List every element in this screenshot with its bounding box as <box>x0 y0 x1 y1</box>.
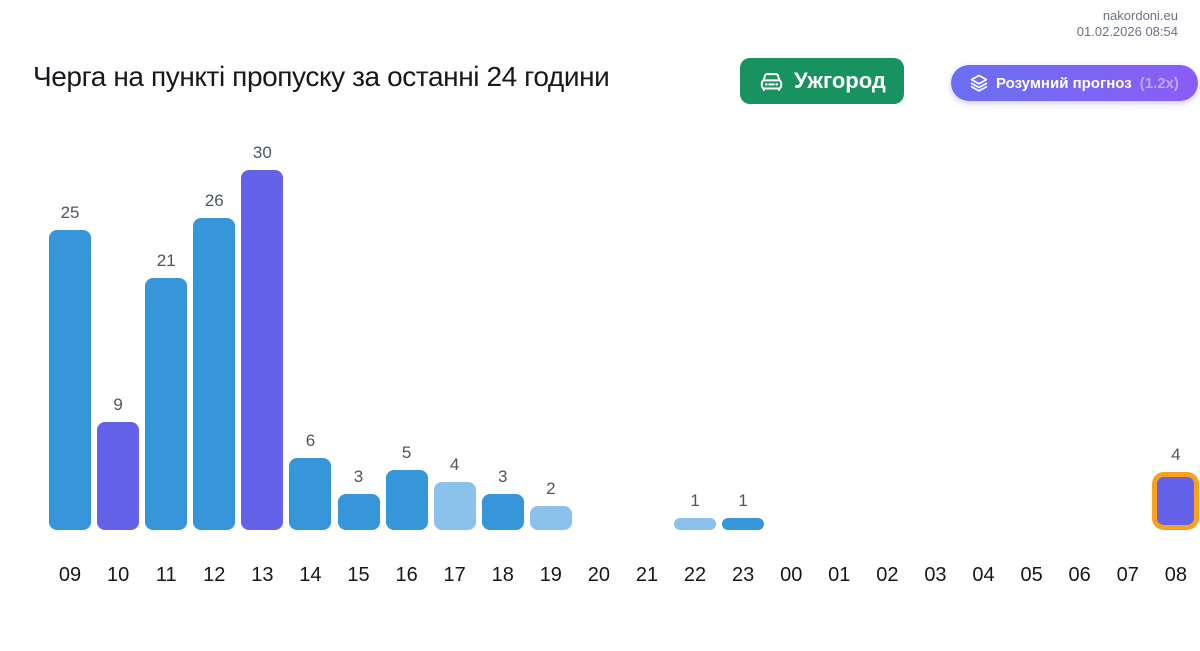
bar-value-label-17: 4 <box>449 455 460 474</box>
chart-column-18: 3 18 <box>479 140 527 610</box>
x-tick-22: 22 <box>683 564 707 586</box>
site-meta: nakordoni.eu 01.02.2026 08:54 <box>1077 8 1178 40</box>
x-tick-16: 16 <box>395 564 418 586</box>
chart-column-08: 4 08 <box>1152 140 1200 610</box>
chart-column-12: 26 12 <box>190 140 238 610</box>
x-tick-08: 08 <box>1164 564 1187 586</box>
x-tick-06: 06 <box>1068 564 1091 586</box>
x-tick-04: 04 <box>972 564 995 586</box>
bar-23[interactable] <box>722 518 765 530</box>
bar-value-label-13: 30 <box>252 143 272 162</box>
bar-15[interactable] <box>337 494 380 530</box>
chart-column-10: 9 10 <box>94 140 142 610</box>
smart-forecast-button[interactable]: Розумний прогноз (1.2x) <box>951 65 1198 101</box>
forecast-multiplier: (1.2x) <box>1139 74 1179 92</box>
chart-column-20: 20 <box>575 140 623 610</box>
chart-column-11: 21 11 <box>142 140 190 610</box>
x-tick-13: 13 <box>251 564 274 586</box>
chart-column-15: 3 15 <box>334 140 382 610</box>
bar-value-label-11: 21 <box>156 251 176 270</box>
bar-value-label-15: 3 <box>353 467 364 486</box>
chart-column-13: 30 13 <box>238 140 286 610</box>
x-tick-11: 11 <box>155 564 177 586</box>
x-tick-12: 12 <box>203 564 226 586</box>
site-name: nakordoni.eu <box>1102 8 1178 23</box>
x-tick-15: 15 <box>347 564 370 586</box>
bar-13[interactable] <box>241 170 284 530</box>
x-tick-20: 20 <box>587 564 611 586</box>
chart-column-22: 1 22 <box>671 140 719 610</box>
x-tick-05: 05 <box>1020 564 1043 586</box>
chart-column-06: 06 <box>1056 140 1104 610</box>
x-tick-00: 00 <box>780 564 803 586</box>
chart-column-03: 03 <box>911 140 959 610</box>
x-tick-21: 21 <box>635 564 659 586</box>
bar-value-label-09: 25 <box>60 203 80 222</box>
bar-chart: 25 09 9 10 21 11 26 12 30 13 6 14 3 15 5 16 4 17 3 18 2 19 20 2… <box>46 140 1200 610</box>
bar-17[interactable] <box>433 482 476 530</box>
x-tick-17: 17 <box>443 564 466 586</box>
chart-column-21: 21 <box>623 140 671 610</box>
bar-value-label-12: 26 <box>204 191 224 210</box>
x-tick-14: 14 <box>299 564 322 586</box>
bar-12[interactable] <box>193 218 236 530</box>
bar-value-label-14: 6 <box>305 431 316 450</box>
bar-09[interactable] <box>49 230 92 530</box>
bar-14[interactable] <box>289 458 332 530</box>
x-tick-10: 10 <box>106 564 130 586</box>
chart-column-23: 1 23 <box>719 140 767 610</box>
bar-19[interactable] <box>529 506 572 530</box>
bar-value-label-10: 9 <box>113 395 123 414</box>
forecast-label: Розумний прогноз <box>996 74 1132 92</box>
x-tick-09: 09 <box>58 564 82 586</box>
page-title: Черга на пункті пропуску за останні 24 г… <box>33 61 610 92</box>
chart-column-02: 02 <box>863 140 911 610</box>
bar-value-label-18: 3 <box>498 467 508 486</box>
bar-18[interactable] <box>481 494 524 530</box>
chart-column-17: 4 17 <box>431 140 479 610</box>
chart-column-07: 07 <box>1104 140 1152 610</box>
bar-value-label-19: 2 <box>546 479 556 498</box>
chart-column-00: 00 <box>767 140 815 610</box>
timestamp: 01.02.2026 08:54 <box>1076 24 1178 39</box>
bar-16[interactable] <box>385 470 428 530</box>
chart-column-16: 5 16 <box>383 140 431 610</box>
bar-value-label-22: 1 <box>690 491 700 510</box>
x-tick-01: 01 <box>828 564 851 586</box>
chart-column-05: 05 <box>1008 140 1056 610</box>
x-tick-02: 02 <box>876 564 899 586</box>
bar-08[interactable] <box>1152 472 1200 530</box>
checkpoint-button[interactable]: Ужгород <box>740 58 904 104</box>
car-icon <box>758 68 785 95</box>
layers-icon <box>970 74 988 92</box>
x-tick-18: 18 <box>491 564 514 586</box>
bar-value-label-16: 5 <box>401 443 412 462</box>
bar-10[interactable] <box>97 422 140 530</box>
chart-column-14: 6 14 <box>286 140 334 610</box>
chart-column-04: 04 <box>959 140 1007 610</box>
bar-11[interactable] <box>145 278 188 530</box>
x-tick-23: 23 <box>732 564 755 586</box>
chart-column-09: 25 09 <box>46 140 94 610</box>
chart-column-01: 01 <box>815 140 863 610</box>
bar-value-label-23: 1 <box>738 491 748 510</box>
chart-column-19: 2 19 <box>527 140 575 610</box>
x-tick-19: 19 <box>539 564 562 586</box>
bar-22[interactable] <box>674 518 717 530</box>
checkpoint-label: Ужгород <box>794 68 886 93</box>
x-tick-03: 03 <box>924 564 947 586</box>
x-tick-07: 07 <box>1116 564 1139 586</box>
bar-value-label-08: 4 <box>1171 445 1181 464</box>
